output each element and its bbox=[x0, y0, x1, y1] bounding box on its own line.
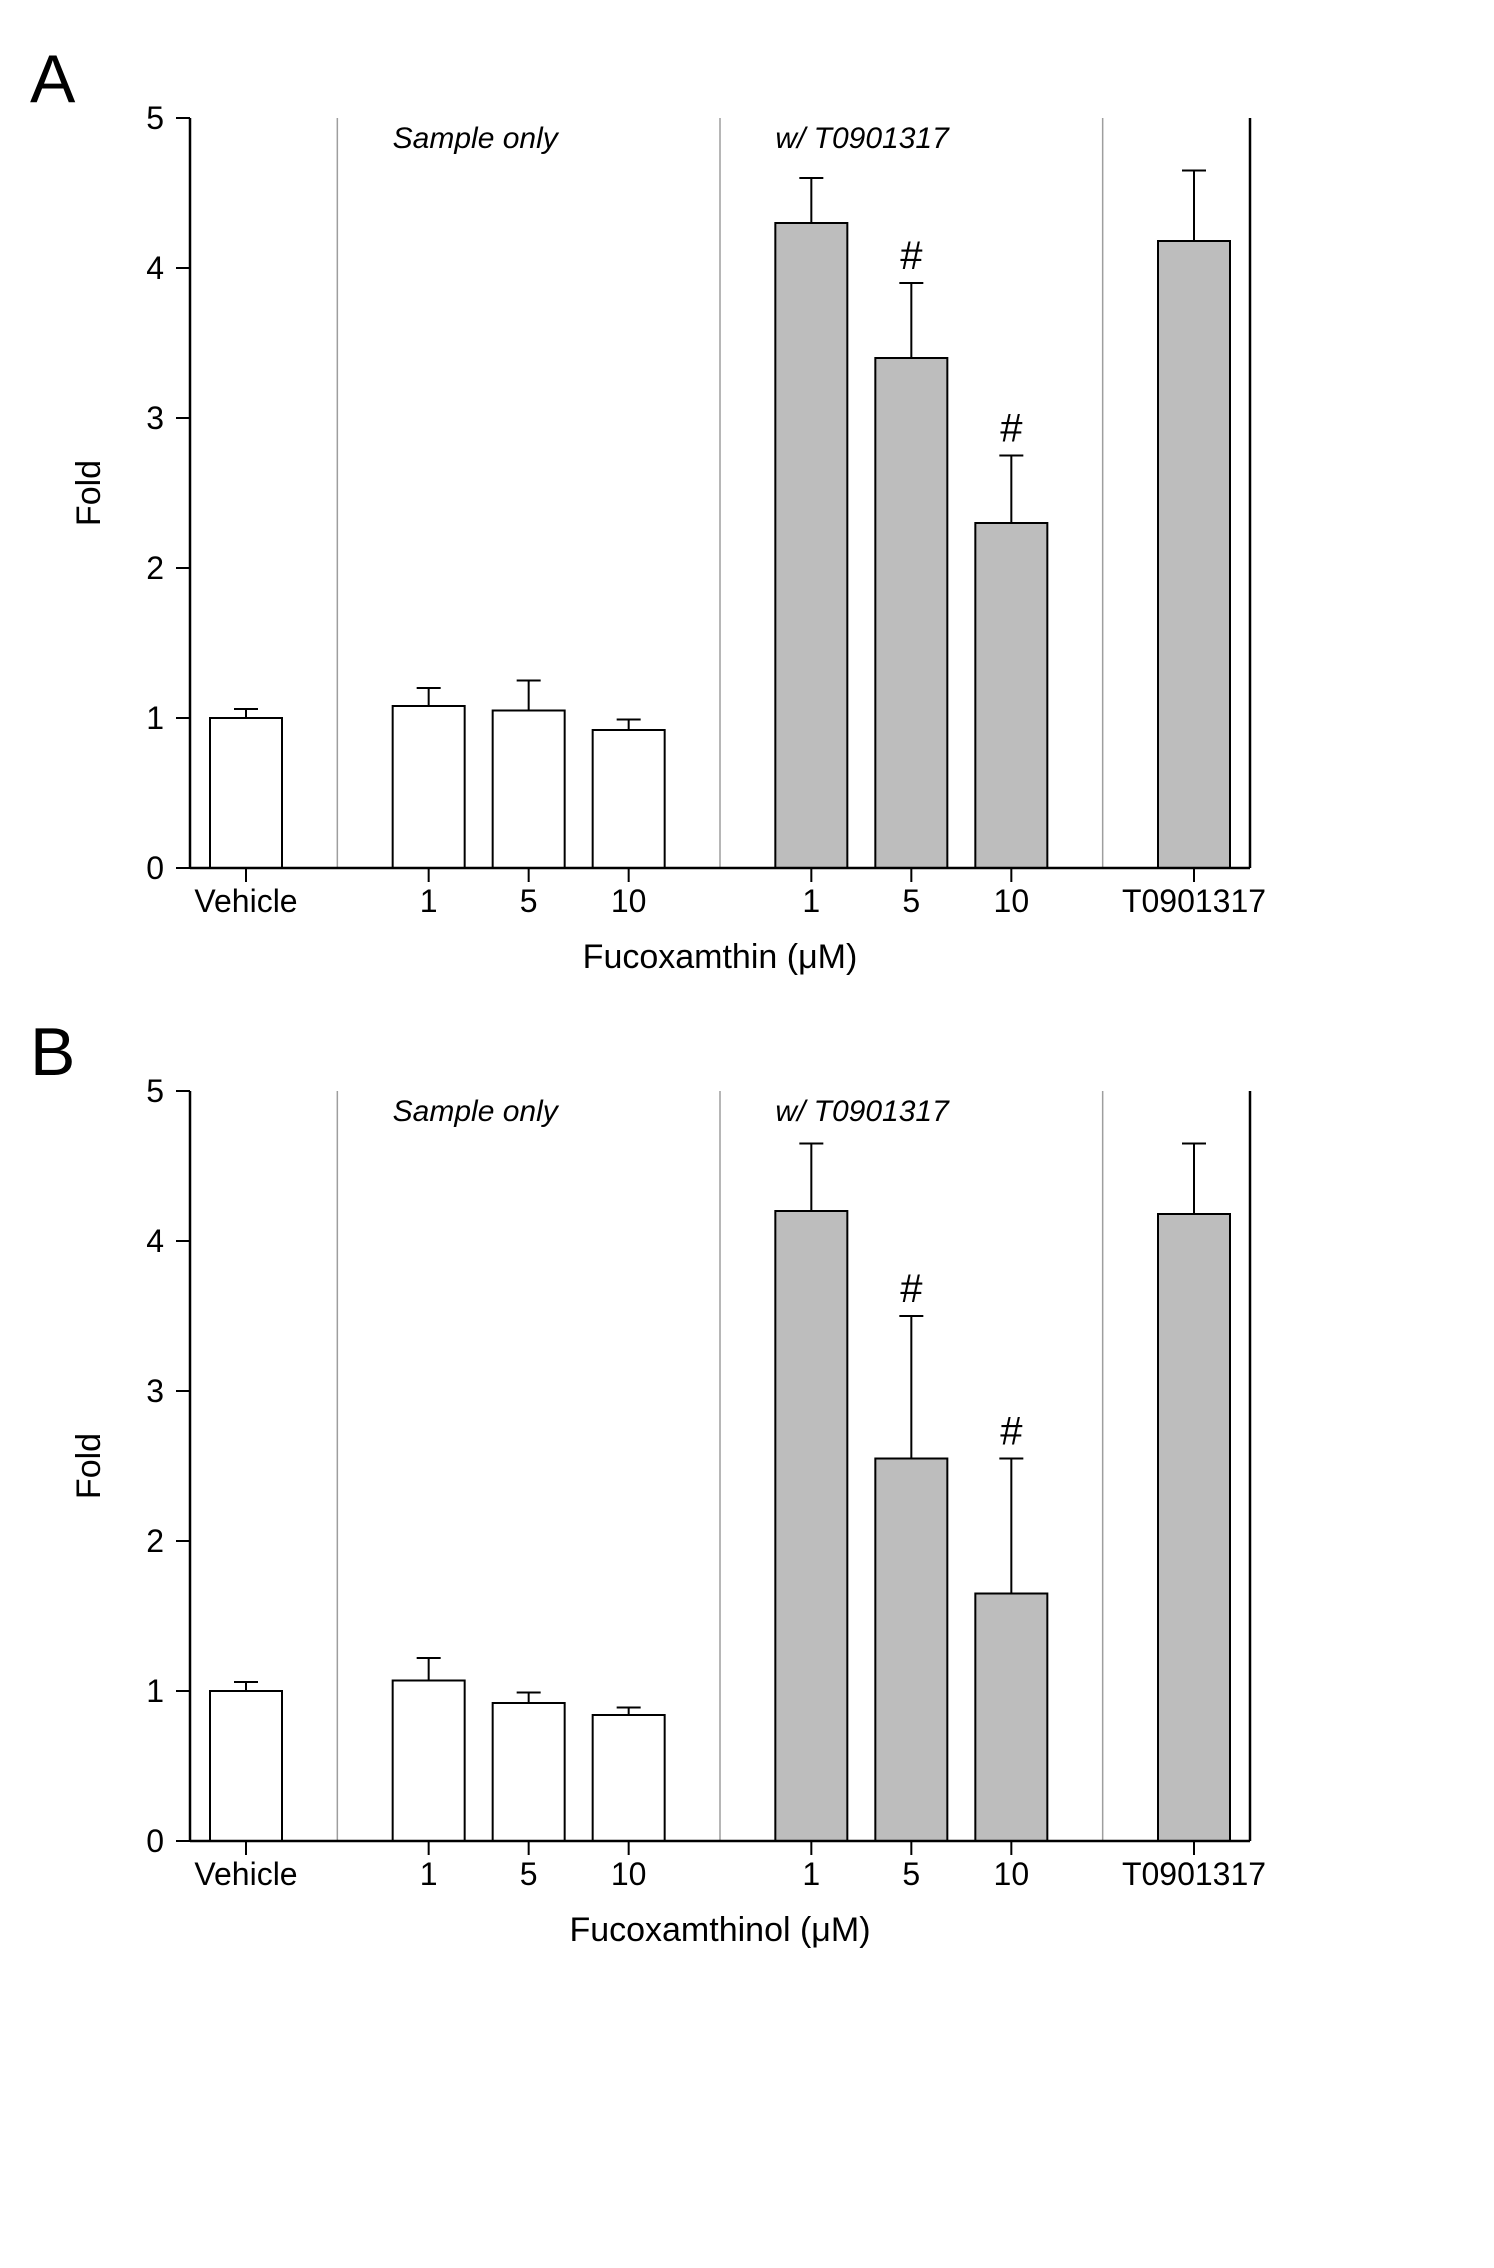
x-tick-label: Vehicle bbox=[194, 1856, 297, 1892]
y-tick-label: 4 bbox=[146, 1223, 164, 1259]
y-tick-label: 1 bbox=[146, 700, 164, 736]
x-tick-label: 1 bbox=[802, 1856, 820, 1892]
bar bbox=[875, 358, 947, 868]
bar bbox=[493, 1703, 565, 1841]
bar-chart: Sample onlyw/ T0901317Vehicle15101#5#10T… bbox=[40, 58, 1290, 1008]
section-label: Sample only bbox=[393, 122, 560, 155]
bar bbox=[210, 718, 282, 868]
y-tick-label: 2 bbox=[146, 550, 164, 586]
x-tick-label: Vehicle bbox=[194, 883, 297, 919]
x-tick-label: 5 bbox=[520, 1856, 538, 1892]
bar bbox=[493, 711, 565, 869]
y-tick-label: 5 bbox=[146, 100, 164, 136]
bar bbox=[1158, 241, 1230, 868]
bar bbox=[593, 1715, 665, 1841]
y-tick-label: 0 bbox=[146, 850, 164, 886]
significance-marker: # bbox=[1000, 1410, 1023, 1454]
significance-marker: # bbox=[900, 234, 923, 278]
y-tick-label: 4 bbox=[146, 250, 164, 286]
x-tick-label: 5 bbox=[520, 883, 538, 919]
x-tick-label: 10 bbox=[611, 1856, 647, 1892]
bar bbox=[875, 1459, 947, 1842]
y-axis-label: Fold bbox=[70, 1433, 108, 1499]
x-tick-label: 5 bbox=[902, 1856, 920, 1892]
x-tick-label: T0901317 bbox=[1122, 883, 1266, 919]
bar bbox=[393, 706, 465, 868]
y-tick-label: 5 bbox=[146, 1073, 164, 1109]
x-tick-label: 10 bbox=[611, 883, 647, 919]
bar bbox=[210, 1691, 282, 1841]
y-tick-label: 1 bbox=[146, 1673, 164, 1709]
x-tick-label: T0901317 bbox=[1122, 1856, 1266, 1892]
bar bbox=[1158, 1214, 1230, 1841]
y-tick-label: 3 bbox=[146, 400, 164, 436]
significance-marker: # bbox=[1000, 407, 1023, 451]
panel-block: ASample onlyw/ T0901317Vehicle15101#5#10… bbox=[40, 40, 1454, 1008]
significance-marker: # bbox=[900, 1267, 923, 1311]
bar bbox=[775, 1211, 847, 1841]
x-tick-label: 10 bbox=[994, 883, 1030, 919]
x-tick-label: 5 bbox=[902, 883, 920, 919]
y-tick-label: 0 bbox=[146, 1823, 164, 1859]
y-tick-label: 2 bbox=[146, 1523, 164, 1559]
y-tick-label: 3 bbox=[146, 1373, 164, 1409]
bar-chart: Sample onlyw/ T0901317Vehicle15101#5#10T… bbox=[40, 1031, 1290, 1981]
section-label: w/ T0901317 bbox=[775, 122, 950, 155]
bar bbox=[975, 523, 1047, 868]
panel-block: BSample onlyw/ T0901317Vehicle15101#5#10… bbox=[40, 1013, 1454, 1981]
section-label: Sample only bbox=[393, 1095, 560, 1128]
bar bbox=[593, 730, 665, 868]
y-axis-label: Fold bbox=[70, 460, 108, 526]
x-tick-label: 1 bbox=[420, 883, 438, 919]
x-axis-label: Fucoxamthinol (μM) bbox=[569, 1911, 870, 1949]
section-label: w/ T0901317 bbox=[775, 1095, 950, 1128]
x-axis-label: Fucoxamthin (μM) bbox=[583, 938, 858, 976]
bar bbox=[775, 223, 847, 868]
x-tick-label: 1 bbox=[802, 883, 820, 919]
bar bbox=[975, 1594, 1047, 1842]
x-tick-label: 10 bbox=[994, 1856, 1030, 1892]
figure-container: ASample onlyw/ T0901317Vehicle15101#5#10… bbox=[40, 40, 1454, 1981]
x-tick-label: 1 bbox=[420, 1856, 438, 1892]
bar bbox=[393, 1681, 465, 1842]
